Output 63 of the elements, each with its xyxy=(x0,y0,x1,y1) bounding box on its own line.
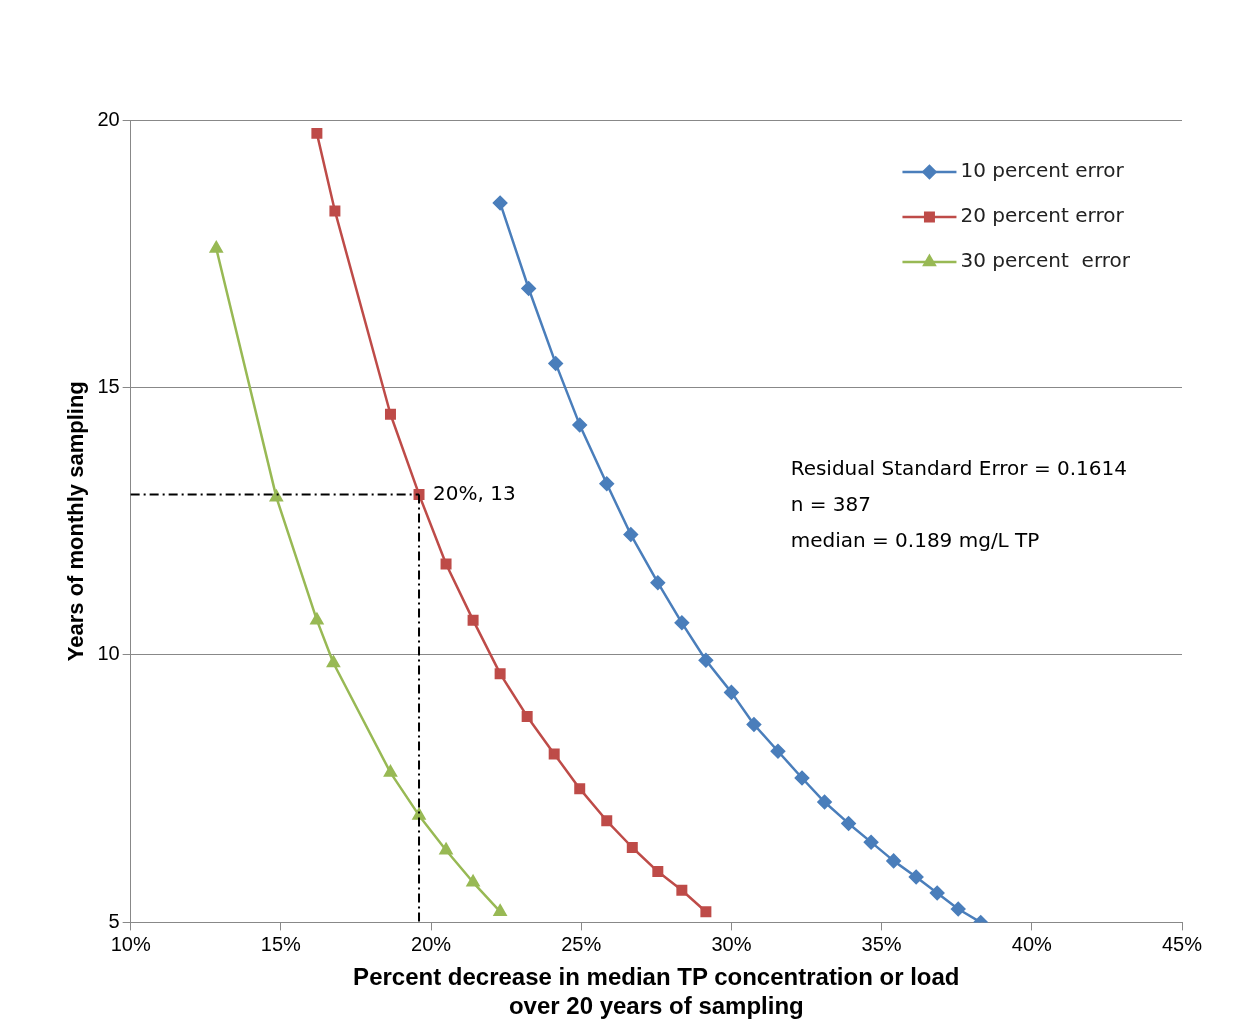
point xyxy=(494,668,506,680)
point xyxy=(521,710,533,722)
point xyxy=(674,615,690,631)
annotation: median = 0.189 mg/L TP xyxy=(790,528,1040,553)
point xyxy=(929,885,945,901)
y-tick-label: 10 xyxy=(97,642,120,665)
point xyxy=(310,612,324,625)
point xyxy=(466,875,480,887)
annotation: Residual Standard Error = 0.1614 xyxy=(790,456,1128,481)
x-tick-label: 25% xyxy=(561,932,602,955)
point xyxy=(650,575,666,590)
point xyxy=(467,614,479,626)
legend-label: 30 percent error xyxy=(960,248,1131,273)
point xyxy=(492,195,508,211)
y-tick-label: 5 xyxy=(108,909,120,932)
point xyxy=(886,853,901,869)
point xyxy=(623,527,639,542)
point xyxy=(440,558,452,570)
point xyxy=(817,794,832,810)
point xyxy=(384,765,397,777)
point xyxy=(908,869,924,885)
point xyxy=(572,417,587,433)
legend-label: 10 percent error xyxy=(960,158,1125,183)
point xyxy=(599,476,615,492)
point xyxy=(326,655,340,668)
annotation: 20%, 13 xyxy=(433,480,516,505)
point xyxy=(384,408,396,420)
point xyxy=(311,127,323,139)
point xyxy=(439,842,453,855)
y-tick-label: 20 xyxy=(97,107,120,130)
point xyxy=(574,783,586,795)
point xyxy=(548,748,560,760)
point xyxy=(521,281,536,296)
x-tick-label: 20% xyxy=(411,932,452,955)
point xyxy=(863,834,879,850)
point xyxy=(493,904,507,916)
x-tick-label: 10% xyxy=(110,932,151,955)
x-tick-label: 30% xyxy=(711,932,752,955)
x-tick-label: 35% xyxy=(861,932,902,955)
point xyxy=(269,489,283,502)
annotation: n = 387 xyxy=(790,492,871,517)
point xyxy=(548,356,563,371)
y-axis-title: Years of monthly sampling xyxy=(63,381,89,662)
point xyxy=(950,901,966,917)
point xyxy=(794,770,810,786)
point xyxy=(841,816,856,831)
point xyxy=(700,906,712,918)
point xyxy=(626,842,638,853)
point xyxy=(676,884,688,896)
legend-label: 20 percent error xyxy=(960,203,1125,228)
x-tick-label: 45% xyxy=(1161,932,1203,955)
point xyxy=(724,685,739,700)
point xyxy=(329,205,341,217)
point xyxy=(601,815,613,827)
point xyxy=(698,653,714,668)
point xyxy=(652,866,664,878)
x-axis-title: Percent decrease in median TP concentration or load over 20 years of sampling xyxy=(353,963,960,1020)
x-tick-label: 40% xyxy=(1011,932,1053,955)
point xyxy=(746,717,762,732)
y-tick-label: 15 xyxy=(97,374,120,397)
point xyxy=(209,241,223,253)
point xyxy=(770,743,786,759)
x-tick-label: 15% xyxy=(260,932,302,955)
